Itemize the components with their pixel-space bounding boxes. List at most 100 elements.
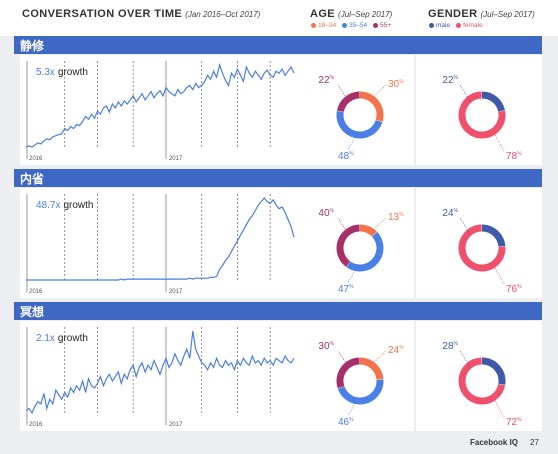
donut-slice (359, 357, 384, 380)
section-1-gender-donut: 22%78% (442, 75, 522, 162)
gender-legend: male female (429, 22, 489, 29)
donut-leader-line (459, 350, 471, 368)
donut-value-label: 48% (338, 151, 354, 162)
donut-value-number: 76 (506, 284, 518, 295)
section-3-line-panel: 2016 2017 2.1x growth (20, 321, 300, 431)
donut-slice (336, 357, 360, 389)
x-tick-label: 2016 (29, 289, 43, 295)
donut-leader-line (371, 84, 387, 99)
donut-leader-line (337, 84, 349, 101)
section-2-gender-donut: 24%76% (442, 208, 522, 295)
section-3-title-bar: 冥想 (14, 302, 542, 320)
section-3-title: 冥想 (20, 305, 45, 319)
age-title: AGE (Jul–Sep 2017) (310, 8, 392, 20)
donut-value-number: 40 (318, 208, 330, 219)
donut-value-number: 78 (506, 151, 518, 162)
donut-percent-sign: % (330, 75, 335, 81)
donut-leader-line (347, 134, 357, 151)
section-2-line-panel: 2016 2017 48.7x growth (20, 188, 300, 298)
conversation-series-line (25, 62, 295, 148)
donut-value-label: 46% (338, 417, 354, 428)
brand-label: Facebook IQ (470, 438, 519, 447)
conversation-title: CONVERSATION OVER TIME (Jan 2016–Oct 2017… (22, 8, 260, 20)
growth-value: 48.7x (36, 200, 60, 211)
gender-legend-dot (456, 22, 462, 28)
donut-leader-line (493, 398, 505, 418)
donut-percent-sign: % (517, 417, 522, 423)
donut-value-number: 24 (442, 208, 454, 219)
section-3-gender-donut: 28%72% (442, 341, 522, 428)
donut-leader-line (493, 265, 505, 285)
conversation-series-line (26, 197, 295, 281)
donut-value-number: 22 (442, 75, 454, 86)
donut-slice (359, 91, 384, 122)
donut-value-label: 72% (506, 417, 522, 428)
donut-percent-sign: % (454, 208, 459, 214)
donut-percent-sign: % (454, 341, 459, 347)
donut-percent-sign: % (349, 151, 354, 157)
section-2-age-panel: 13% 47% 40% (300, 188, 414, 298)
age-legend-dot (373, 22, 379, 28)
donut-slice (458, 224, 506, 272)
donut-slice (336, 224, 360, 268)
donut-leader-line (347, 400, 357, 417)
gender-legend-item: male (429, 22, 450, 29)
donut-percent-sign: % (349, 417, 354, 423)
gender-legend-label: female (463, 22, 483, 29)
donut-value-label: 47% (338, 284, 354, 295)
section-3-line-chart: 2016 2017 2.1x growth (25, 327, 295, 428)
donut-slice (481, 357, 506, 385)
donut-value-number: 48 (338, 151, 350, 162)
donut-value-number: 28 (442, 341, 454, 352)
age-legend-label: 18–34 (318, 22, 337, 29)
donut-leader-line (493, 132, 505, 152)
section-1-age-donut: 30%48%22% (318, 75, 404, 162)
donut-percent-sign: % (517, 151, 522, 157)
gender-legend-label: male (436, 22, 451, 29)
donut-value-label: 78% (506, 151, 522, 162)
donut-percent-sign: % (454, 75, 459, 81)
donut-value-number: 47 (338, 284, 350, 295)
age-legend-label: 55+ (380, 22, 392, 29)
donut-slice (336, 111, 383, 139)
donut-leader-line (337, 217, 349, 234)
gender-legend-dot (429, 22, 434, 28)
donut-slice (359, 224, 377, 237)
donut-value-number: 30 (318, 341, 330, 352)
gender-title: GENDER (Jul–Sep 2017) (428, 8, 535, 20)
section-2-age-donut: 13% 47% 40% (318, 208, 404, 295)
donut-value-label: 13% (388, 212, 404, 223)
growth-value: 2.1x (36, 333, 55, 344)
donut-leader-line (347, 267, 357, 284)
section-1-title-bar: 静修 (14, 36, 542, 54)
donut-value-number: 24 (388, 345, 400, 356)
section-2-title-bar: 内省 (14, 169, 542, 187)
donut-slice (481, 91, 505, 112)
age-legend-dot (342, 22, 348, 28)
donut-value-label: 30% (388, 79, 404, 90)
section-1-line-chart: 2016 2017 5.3x growth (25, 61, 295, 162)
donut-slice (458, 91, 506, 139)
donut-percent-sign: % (399, 79, 404, 85)
page-header: CONVERSATION OVER TIME (Jan 2016–Oct 2017… (0, 0, 558, 36)
gender-legend-item: female (456, 22, 483, 29)
age-date-range: (Jul–Sep 2017) (338, 10, 393, 19)
age-legend-item: 55+ (373, 22, 391, 29)
section-2-line-chart: 2016 2017 48.7x growth (26, 194, 295, 295)
x-tick-label: 2016 (29, 156, 43, 162)
section-3-age-panel: 24% 46% 30% (300, 321, 414, 431)
section-2-gender-panel: 24% 76% (416, 188, 542, 298)
donut-value-label: 76% (506, 284, 522, 295)
conversation-series-line (25, 330, 295, 415)
age-title-text: AGE (310, 8, 336, 20)
donut-value-label: 40% (318, 208, 334, 219)
section-1-line-panel: 2016 2017 5.3x growth (20, 55, 300, 165)
donut-percent-sign: % (517, 284, 522, 290)
growth-annotation: 5.3x growth (36, 67, 88, 78)
donut-value-number: 22 (318, 75, 330, 86)
donut-value-number: 13 (388, 212, 400, 223)
section-1-title: 静修 (20, 39, 45, 53)
donut-percent-sign: % (399, 212, 404, 218)
growth-annotation: 2.1x growth (36, 333, 88, 344)
age-legend-dot (311, 22, 316, 28)
